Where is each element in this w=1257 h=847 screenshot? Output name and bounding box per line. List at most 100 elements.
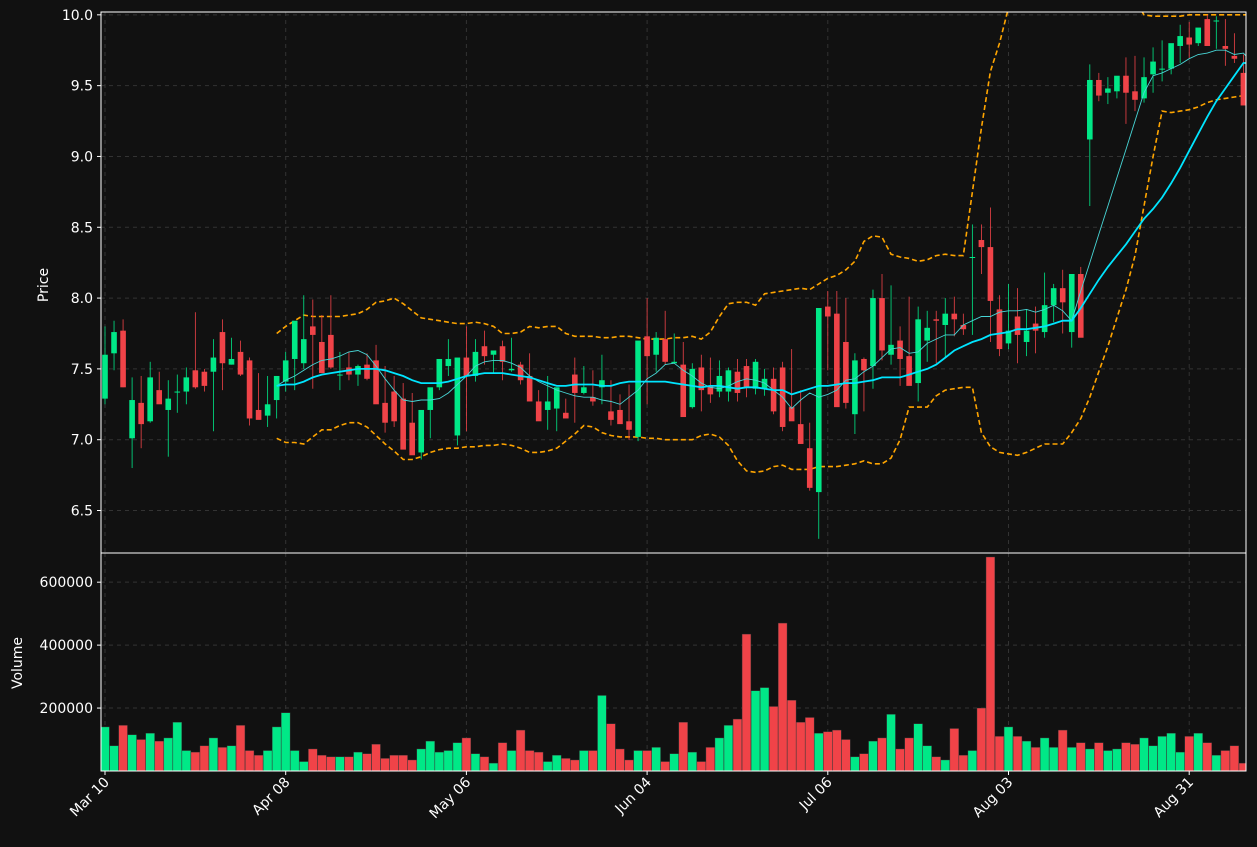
candle-down xyxy=(770,378,777,412)
candle-down xyxy=(680,364,687,418)
volume-bar-down xyxy=(118,725,128,771)
volume-bar-up xyxy=(353,751,363,771)
candle-down xyxy=(906,356,912,386)
candle-up xyxy=(1150,61,1156,75)
volume-bar-up xyxy=(425,740,435,771)
volume-bar-up xyxy=(552,755,562,771)
volume-bar-down xyxy=(931,756,941,771)
volume-bar-down xyxy=(606,723,616,771)
candle-down xyxy=(526,375,533,402)
volume-bar-down xyxy=(949,728,959,771)
candle-down xyxy=(788,407,795,422)
candle-down xyxy=(797,424,804,444)
candle-down xyxy=(364,364,370,379)
volume-bar-up xyxy=(1112,748,1122,771)
candle-down xyxy=(825,306,831,317)
candle-up xyxy=(147,377,153,422)
candle-up xyxy=(761,378,768,389)
volume-bar-down xyxy=(561,758,571,771)
candle-down xyxy=(1231,55,1238,59)
candle-down xyxy=(255,409,262,420)
volume-bar-down xyxy=(244,750,255,771)
candle-up xyxy=(635,340,641,437)
volume-bar-up xyxy=(127,734,137,771)
volume-bar-down xyxy=(154,740,164,771)
candle-up xyxy=(1114,75,1120,92)
candle-up xyxy=(1177,36,1183,46)
moving-averages xyxy=(276,49,1246,410)
volume-bar-down xyxy=(859,753,869,771)
volume-bar-down xyxy=(877,737,887,771)
candle-down xyxy=(1014,316,1021,335)
candle-up xyxy=(870,298,876,367)
candle-up xyxy=(942,313,949,325)
candle-up xyxy=(544,401,551,410)
candle-down xyxy=(834,313,840,408)
volume-axis-label: Volume xyxy=(10,637,26,689)
volume-bar-up xyxy=(181,750,191,771)
candle-down xyxy=(138,402,144,425)
volume-bar-down xyxy=(1229,745,1239,771)
candle-down xyxy=(951,313,958,320)
price-ytick-label: 7.5 xyxy=(71,362,93,378)
volume-bar-down xyxy=(497,742,508,771)
volume-bar-up xyxy=(651,747,661,771)
volume-bar-down xyxy=(994,736,1005,771)
volume-grid xyxy=(101,553,1246,771)
candle-down xyxy=(743,366,750,388)
candle-down xyxy=(120,330,126,388)
volume-bar-up xyxy=(172,722,182,771)
candlesticks xyxy=(102,14,1246,539)
volume-bar-up xyxy=(1211,755,1221,771)
volume-bar-down xyxy=(778,622,788,771)
candle-up xyxy=(337,374,343,376)
candle-up xyxy=(102,354,108,399)
volume-bar-down xyxy=(976,707,986,771)
candle-down xyxy=(1059,288,1066,303)
candle-up xyxy=(174,391,181,393)
candle-up xyxy=(490,350,497,355)
volume-bar-up xyxy=(1148,745,1158,771)
volume-bar-up xyxy=(488,762,499,771)
candle-down xyxy=(310,326,316,335)
volume-bar-up xyxy=(1085,748,1095,771)
candle-down xyxy=(156,390,163,405)
volume-bar-down xyxy=(389,755,399,771)
candle-down xyxy=(644,336,650,357)
candle-up xyxy=(472,351,479,376)
candle-down xyxy=(1240,72,1246,106)
volume-bar-down xyxy=(479,756,490,771)
candle-down xyxy=(987,247,994,301)
volume-bar-down xyxy=(832,729,842,771)
candle-up xyxy=(1168,43,1174,69)
price-ytick-label: 10.0 xyxy=(62,8,93,24)
volume-bar-up xyxy=(506,750,517,771)
volume-bar-up xyxy=(1166,733,1176,771)
candle-up xyxy=(273,375,280,401)
volume-bar-down xyxy=(1076,742,1086,771)
candle-down xyxy=(481,346,488,357)
price-ytick-label: 8.5 xyxy=(71,220,93,236)
volume-bar-up xyxy=(109,745,119,771)
candle-down xyxy=(1077,274,1084,338)
candle-up xyxy=(1159,68,1165,70)
volume-bar-down xyxy=(895,748,905,771)
candle-up xyxy=(264,404,271,416)
volume-bar-down xyxy=(787,699,797,771)
volume-bar-up xyxy=(1139,737,1149,771)
volume-bar-down xyxy=(253,755,264,771)
volume-bar-down xyxy=(841,739,851,771)
volume-bar-down xyxy=(1031,747,1041,771)
volume-bar-up xyxy=(940,759,950,771)
ma-fast-line xyxy=(276,49,1246,410)
candle-down xyxy=(246,360,253,419)
candle-up xyxy=(888,344,894,355)
volume-bar-up xyxy=(443,750,453,771)
candle-up xyxy=(1050,288,1057,306)
ma-slow-line xyxy=(276,62,1246,396)
volume-bar-up xyxy=(967,750,977,771)
candle-down xyxy=(879,298,885,351)
candle-down xyxy=(535,401,542,422)
price-ytick-label: 8.0 xyxy=(71,291,93,307)
candle-up xyxy=(1195,27,1202,44)
